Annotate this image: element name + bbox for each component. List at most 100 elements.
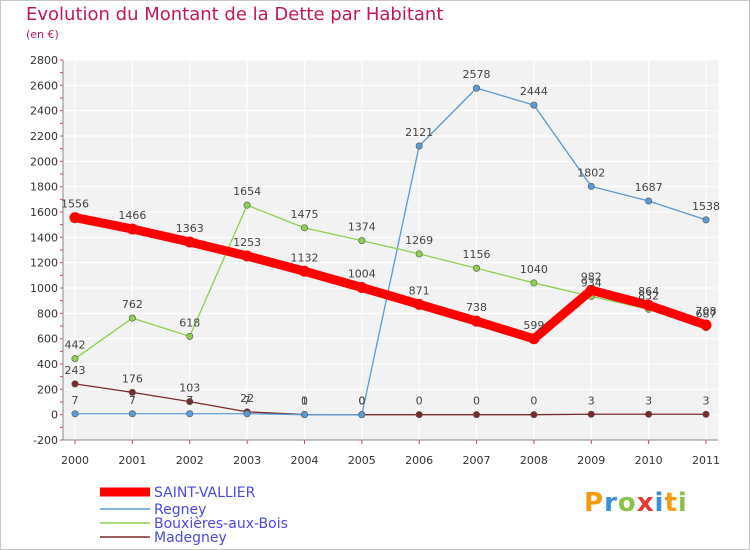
data-point	[530, 101, 538, 109]
y-tick-label: 1000	[30, 282, 58, 295]
data-point	[473, 84, 481, 92]
data-label: 0	[301, 395, 308, 408]
y-tick-label: 1600	[30, 206, 58, 219]
data-point	[69, 212, 81, 224]
data-point	[71, 355, 79, 363]
data-label: 7	[244, 394, 251, 407]
data-label: 687	[696, 308, 717, 321]
data-label: 1654	[233, 185, 261, 198]
data-label: 2444	[520, 85, 548, 98]
data-point	[528, 333, 540, 345]
x-tick-label: 2003	[233, 454, 261, 467]
data-point	[530, 411, 538, 419]
data-label: 0	[416, 395, 423, 408]
x-tick-label: 2007	[463, 454, 491, 467]
data-point	[415, 142, 423, 150]
data-label: 7	[186, 394, 193, 407]
data-point	[243, 410, 251, 418]
y-tick-label: 1800	[30, 181, 58, 194]
data-label: 762	[122, 298, 143, 311]
y-tick-label: 2800	[30, 54, 58, 67]
legend-entry: Bouxières-aux-Bois	[154, 516, 288, 532]
y-tick-label: 2600	[30, 79, 58, 92]
x-tick-label: 2011	[692, 454, 720, 467]
data-point	[413, 298, 425, 310]
y-tick-label: -200	[33, 434, 58, 447]
data-point	[587, 182, 595, 190]
data-label: 2121	[405, 126, 433, 139]
data-label: 0	[358, 395, 365, 408]
data-point	[645, 410, 653, 418]
data-label: 864	[638, 285, 659, 298]
chart-subtitle: (en €)	[26, 28, 59, 41]
data-point	[128, 314, 136, 322]
data-label: 1466	[118, 209, 146, 222]
series-line-1	[75, 87, 707, 416]
series-line-2	[74, 204, 707, 360]
x-tick-label: 2006	[405, 454, 433, 467]
data-label: 7	[129, 394, 136, 407]
data-label: 1687	[635, 181, 663, 194]
y-tick-label: 1200	[30, 257, 58, 270]
y-tick-label: 0	[51, 409, 58, 422]
x-tick-label: 2010	[635, 454, 663, 467]
data-label: 934	[581, 276, 602, 289]
x-tick-label: 2002	[176, 454, 204, 467]
data-point	[585, 284, 597, 296]
data-point	[300, 411, 308, 419]
data-label: 2578	[463, 68, 491, 81]
x-tick-label: 2000	[61, 454, 89, 467]
data-point	[243, 201, 251, 209]
data-label: 1802	[577, 166, 605, 179]
data-point	[587, 410, 595, 418]
data-point	[702, 410, 710, 418]
data-point	[71, 410, 79, 418]
series-line-3	[74, 383, 706, 416]
data-point	[71, 380, 79, 388]
data-point	[358, 411, 366, 419]
data-point	[415, 411, 423, 419]
data-point	[530, 279, 538, 287]
data-point	[128, 388, 136, 396]
data-label: 832	[638, 289, 659, 302]
legend-entry: Madegney	[154, 530, 227, 546]
data-label: 442	[65, 339, 86, 352]
y-tick-label: 2400	[30, 105, 58, 118]
data-point	[356, 281, 368, 293]
data-point	[241, 250, 253, 262]
data-label: 618	[179, 316, 200, 329]
data-point	[645, 197, 653, 205]
data-point	[471, 315, 483, 327]
data-label: 1363	[176, 222, 204, 235]
data-label: 1538	[692, 200, 720, 213]
data-label: 103	[179, 382, 200, 395]
y-tick-label: 600	[37, 333, 58, 346]
data-label: 0	[473, 395, 480, 408]
data-label: 1040	[520, 263, 548, 276]
data-label: 3	[645, 394, 652, 407]
data-point	[186, 398, 194, 406]
data-label: 738	[466, 301, 487, 314]
data-label: 1253	[233, 236, 261, 249]
proxiti-logo: Proxiti	[584, 488, 688, 518]
data-label: 22	[240, 392, 254, 405]
x-tick-label: 2009	[577, 454, 605, 467]
data-point	[358, 237, 366, 245]
data-point	[186, 332, 194, 340]
y-tick-label: 2200	[30, 130, 58, 143]
data-label: 3	[588, 394, 595, 407]
data-point	[126, 223, 138, 235]
data-label: 1004	[348, 267, 376, 280]
data-point	[700, 319, 712, 331]
data-point	[186, 410, 194, 418]
data-label: 982	[581, 270, 602, 283]
series-line-0	[74, 213, 708, 344]
y-tick-label: 400	[37, 358, 58, 371]
data-point	[184, 236, 196, 248]
data-point	[473, 411, 481, 419]
data-label: 176	[122, 372, 143, 385]
y-tick-label: 200	[37, 383, 58, 396]
legend-entry: Regney	[154, 502, 206, 518]
data-label: 1132	[290, 251, 318, 264]
